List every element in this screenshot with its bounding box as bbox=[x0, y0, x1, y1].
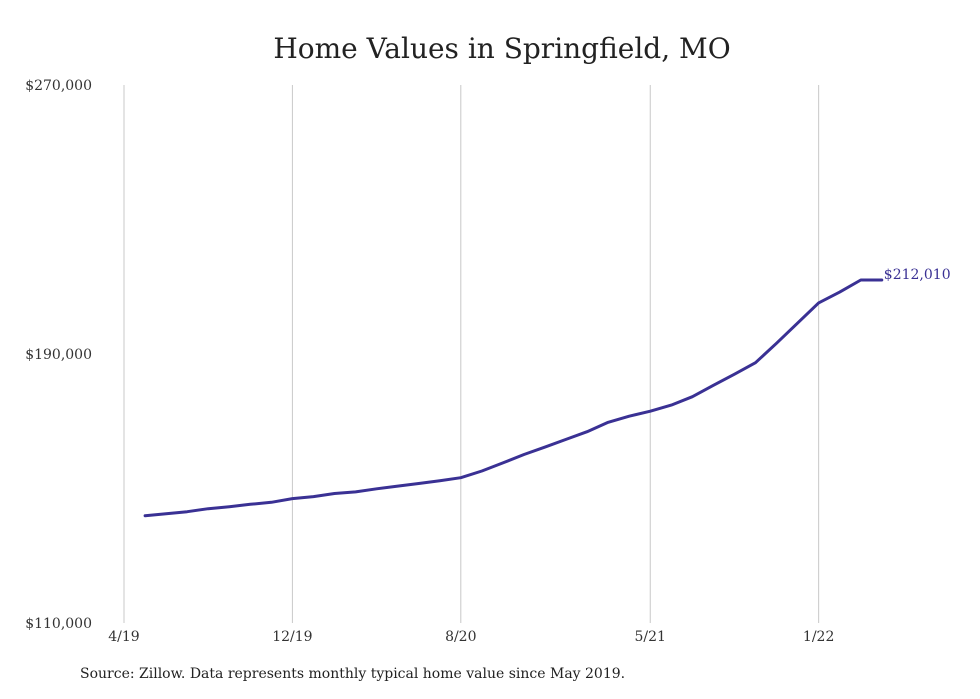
y-tick-label: $190,000 bbox=[25, 347, 92, 363]
end-value-label: $212,010 bbox=[884, 267, 951, 283]
y-tick-label: $110,000 bbox=[25, 616, 92, 632]
x-tick-label: 8/20 bbox=[445, 629, 476, 645]
y-axis-ticks: $110,000 $190,000 $270,000 bbox=[25, 78, 92, 632]
series-line-0 bbox=[143, 278, 884, 518]
y-tick-label: $270,000 bbox=[25, 78, 92, 94]
x-tick-label: 1/22 bbox=[803, 629, 834, 645]
x-tick-label: 12/19 bbox=[272, 629, 312, 645]
source-note: Source: Zillow. Data represents monthly … bbox=[80, 666, 626, 682]
chart-title: Home Values in Springfield, MO bbox=[273, 32, 730, 65]
series-group bbox=[143, 278, 884, 518]
x-tick-label: 5/21 bbox=[635, 629, 666, 645]
x-tick-label: 4/19 bbox=[108, 629, 139, 645]
annotations: $212,010 bbox=[884, 267, 951, 283]
x-axis-ticks: 4/19 12/19 8/20 5/21 1/22 bbox=[108, 629, 834, 645]
grid-lines bbox=[123, 85, 820, 623]
